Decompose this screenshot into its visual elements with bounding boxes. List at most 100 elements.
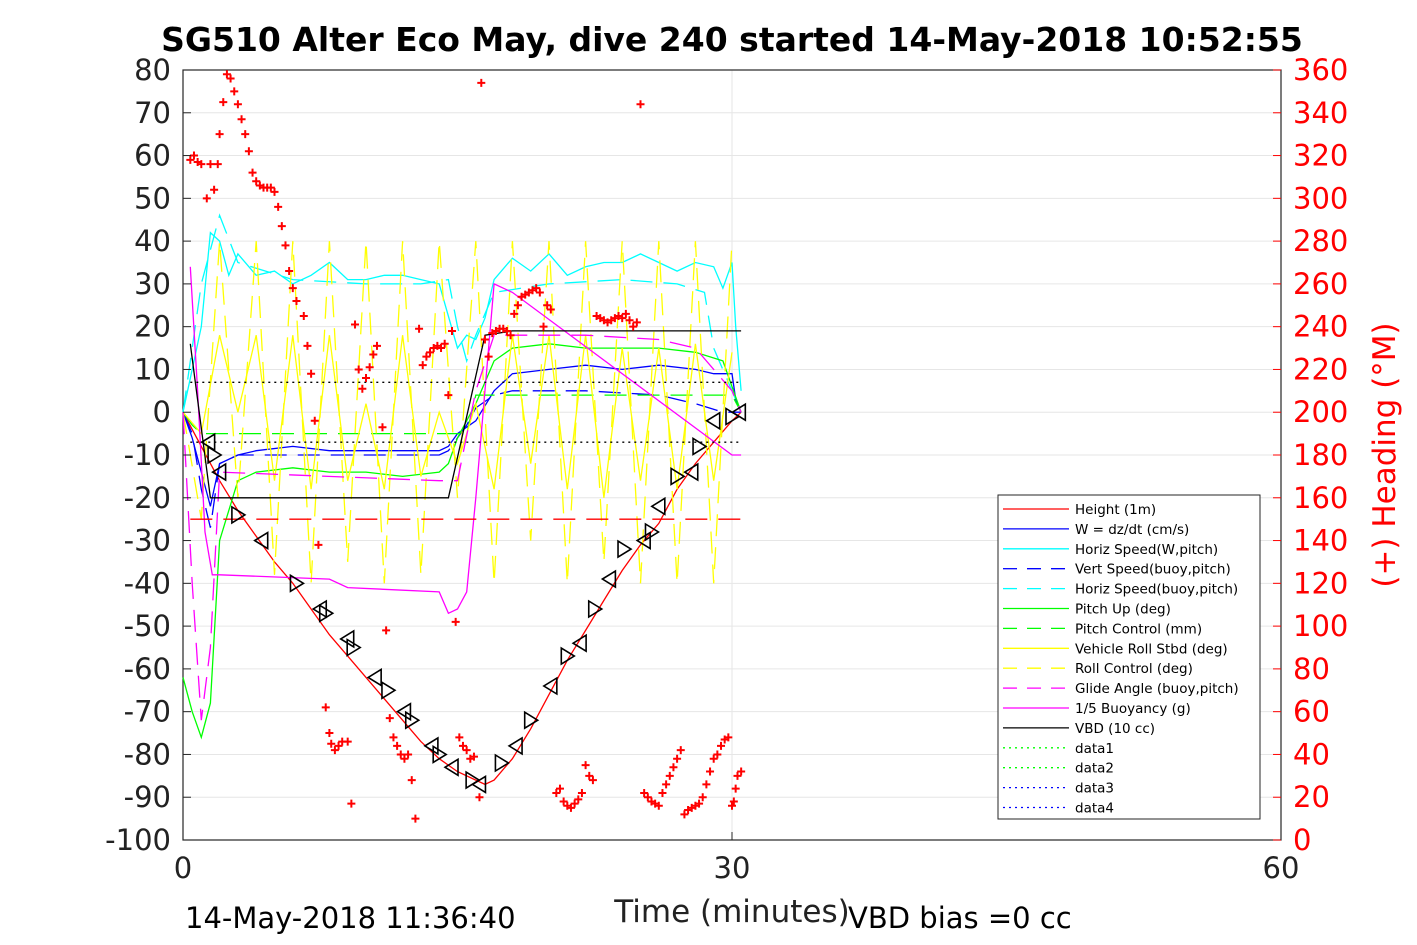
heading-point [676,746,685,755]
heading-point [618,314,627,323]
y-right-tick-label: 20 [1293,780,1330,814]
heading-point [437,344,446,353]
heading-point [237,115,246,124]
y-right-tick-label: 60 [1293,695,1330,729]
heading-point [477,78,486,87]
heading-point [248,168,257,177]
heading-point [440,339,449,348]
y-tick-label: 0 [153,395,171,429]
triangle-marker [366,668,382,687]
heading-point [226,74,235,83]
heading-point [266,183,275,192]
heading-point [330,746,339,755]
heading-point [444,391,453,400]
heading-point [219,98,228,107]
heading-point [724,733,733,742]
y-tick-label: 50 [134,181,171,215]
heading-point [585,771,594,780]
heading-point [378,423,387,432]
series-horiz_w [182,231,742,413]
triangle-marker [443,757,459,777]
heading-point [325,729,334,738]
x-tick-label: 0 [174,851,192,885]
heading-point [215,130,224,139]
legend-label: data2 [1075,761,1114,777]
heading-point [407,776,416,785]
heading-point [351,320,360,329]
legend-label: Glide Angle (buoy,pitch) [1075,681,1239,697]
triangle-marker [571,633,587,653]
heading-point [695,799,704,808]
heading-point [737,767,746,776]
heading-point [458,741,467,750]
y-tick-label: -80 [124,737,171,771]
y-right-tick-label: 340 [1293,96,1348,130]
heading-point [321,703,330,712]
heading-point [665,771,674,780]
triangle-marker [423,736,439,756]
y-tick-label: -30 [124,524,171,558]
heading-point [372,341,381,350]
triangle-marker [318,603,335,623]
heading-point [552,788,561,797]
series-roll_ctrl [182,241,733,584]
series-vert_buoy [182,390,742,528]
heading-point [334,741,343,750]
heading-point [680,810,689,819]
heading-point [484,352,493,361]
heading-point [396,750,405,759]
heading-point [369,350,378,359]
heading-point [285,267,294,276]
legend: Height (1m) W = dz/dt (cm/s) Horiz Speed(W… [997,494,1261,820]
x-tick-label: 60 [1263,851,1300,885]
heading-point [281,241,290,250]
x-tick-label: 30 [714,851,751,885]
heading-point [640,788,649,797]
triangle-marker [231,505,247,525]
heading-point [415,324,424,333]
heading-point [299,311,308,320]
heading-point [717,741,726,750]
heading-point [270,187,279,196]
heading-point [314,540,323,549]
triangle-marker [705,411,721,431]
series-buoyancy [189,266,742,615]
triangle-marker [635,531,651,550]
triangle-marker [644,522,661,542]
heading-point [354,365,363,374]
triangle-marker [587,599,604,619]
heading-point [502,326,511,335]
legend-label: Roll Control (deg) [1075,661,1193,677]
heading-point [546,305,555,314]
heading-point [543,301,552,310]
triangle-marker [289,573,305,593]
triangle-marker [253,531,269,550]
legend-label: Vehicle Roll Stbd (deg) [1075,641,1228,657]
heading-point [728,801,736,810]
series-roll [182,335,733,498]
triangle-marker [395,702,412,722]
heading-point [252,177,261,186]
series-horiz_buoy [182,213,742,413]
triangle-marker [346,638,362,657]
y-tick-label: -50 [124,609,171,643]
y-tick-label: 10 [134,352,171,386]
heading-point [206,160,215,169]
footer-vbd-bias: VBD bias =0 cc [848,901,1072,935]
heading-point [393,741,402,750]
y-right-tick-label: 320 [1293,139,1348,173]
heading-point [210,185,219,194]
heading-point [365,363,374,372]
heading-point [310,416,319,425]
triangle-marker [617,539,633,559]
heading-point [566,803,575,812]
heading-point [411,814,420,823]
heading-point [475,793,484,802]
series-vbd [189,330,742,499]
triangle-marker [542,676,558,696]
right-axis-label: (+) Heading (°M) [1367,322,1403,587]
triangle-marker [432,745,448,764]
legend-label: Horiz Speed(W,pitch) [1075,542,1218,558]
heading-point [713,750,722,759]
marker-layer [200,402,747,794]
